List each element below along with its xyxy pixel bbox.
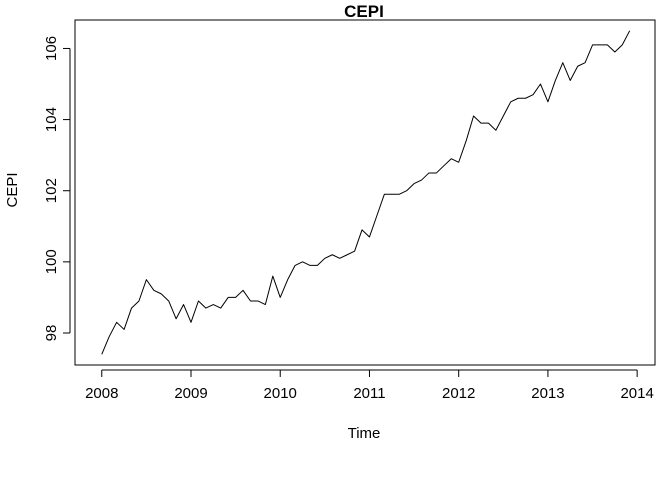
y-tick-label: 104	[43, 107, 60, 132]
series-layer	[101, 30, 631, 355]
y-tick-label: 100	[43, 249, 60, 274]
x-tick-label: 2008	[85, 385, 118, 402]
cepi-series-line	[101, 30, 631, 355]
x-axis: 2008 2009 2010 2011 2012 2013 2014	[85, 369, 654, 402]
x-tick-label: 2010	[264, 385, 297, 402]
y-tick-label: 102	[43, 178, 60, 203]
x-tick-label: 2012	[442, 385, 475, 402]
plot-frame	[74, 19, 656, 366]
y-tick-label: 98	[43, 325, 60, 342]
x-tick-label: 2009	[174, 385, 207, 402]
x-axis-label: Time	[348, 425, 381, 442]
x-tick-label: 2011	[353, 385, 385, 402]
x-tick-label: 2013	[531, 385, 564, 402]
y-axis: 98 100 102 104 106	[43, 36, 71, 342]
chart-title: CEPI	[344, 2, 384, 21]
y-axis-label: CEPI	[4, 172, 21, 207]
x-tick-label: 2014	[620, 385, 653, 402]
y-tick-label: 106	[43, 36, 60, 61]
